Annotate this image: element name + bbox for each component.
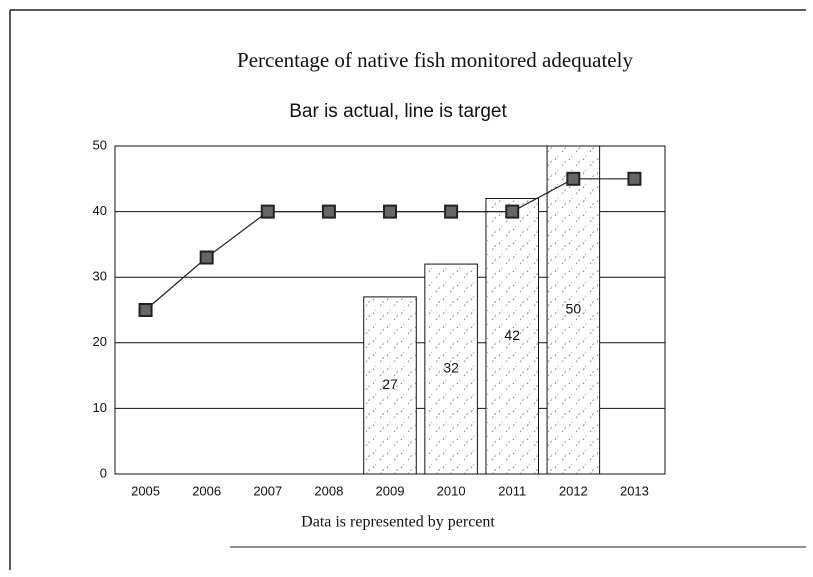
- y-tick-label: 20: [93, 334, 107, 349]
- y-tick-label: 10: [93, 400, 107, 415]
- x-tick-label: 2006: [192, 483, 221, 498]
- line-marker: [444, 204, 459, 219]
- line-marker: [199, 250, 214, 265]
- footer: Data is represented by percent: [301, 514, 495, 531]
- line-marker: [627, 171, 642, 186]
- bar-hatch: [424, 264, 478, 474]
- bar-hatch: [547, 146, 600, 474]
- y-tick-label: 40: [93, 203, 107, 218]
- x-tick-label: 2007: [253, 483, 282, 498]
- x-tick-label: 2010: [437, 483, 466, 498]
- y-tick-label: 0: [100, 465, 107, 480]
- line-marker: [138, 303, 153, 317]
- data-label: 42: [504, 327, 520, 343]
- line-marker: [321, 204, 336, 219]
- chart-title: Percentage of native fish monitored adeq…: [237, 48, 633, 72]
- line-marker: [383, 204, 397, 219]
- x-tick-label: 2012: [559, 483, 588, 498]
- y-tick-label: 50: [93, 137, 107, 152]
- line-marker: [260, 204, 275, 219]
- x-tick-label: 2005: [131, 483, 160, 498]
- bar-hatch: [485, 198, 539, 475]
- chart-subtitle: Bar is actual, line is target: [289, 101, 507, 122]
- line-marker: [505, 204, 520, 219]
- y-tick-label: 30: [93, 269, 107, 284]
- data-label: 50: [566, 301, 582, 317]
- x-tick-label: 2013: [620, 483, 649, 498]
- x-tick-label: 2008: [314, 483, 343, 498]
- data-label: 32: [443, 360, 459, 376]
- bar-hatch: [363, 296, 417, 474]
- x-tick-label: 2009: [376, 483, 405, 498]
- data-label: 27: [382, 376, 398, 392]
- line-marker: [566, 171, 581, 186]
- x-tick-label: 2011: [498, 483, 526, 498]
